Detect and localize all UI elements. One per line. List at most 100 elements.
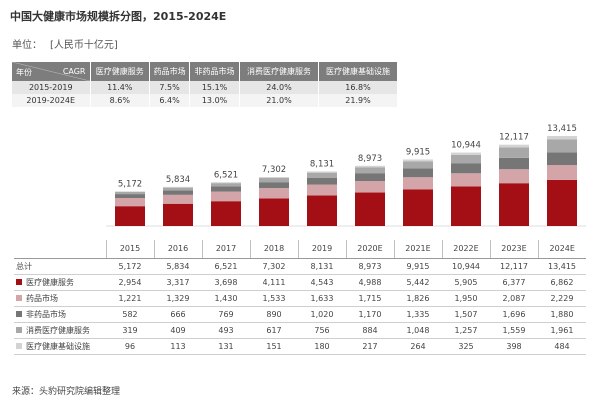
chart-title: 中国大健康市场规模拆分图，2015-2024E bbox=[10, 10, 227, 23]
series-cell: 5,905 bbox=[442, 274, 490, 291]
bar-segment bbox=[547, 165, 577, 180]
year-cell: 2015 bbox=[105, 240, 154, 259]
bar-segment bbox=[307, 171, 337, 173]
cagr-header-cell: 消费医疗健康服务 bbox=[239, 62, 319, 81]
bar-segment bbox=[259, 178, 289, 183]
series-label: 医疗健康服务 bbox=[14, 274, 106, 291]
cagr-header-cell: 药品市场 bbox=[149, 62, 191, 81]
bar-segment bbox=[403, 177, 433, 190]
series-row: 医疗健康服务 2,954 3,317 3,698 4,111 4,543 4,988 5,44… bbox=[14, 274, 586, 291]
cagr-cell: 8.6% bbox=[90, 94, 151, 107]
series-label: 消费医疗健康服务 bbox=[14, 322, 106, 339]
series-cell: 1,257 bbox=[442, 322, 490, 339]
year-row-label bbox=[14, 240, 106, 259]
total-label: 总计 bbox=[14, 258, 106, 275]
cagr-header-cell: 医疗健康服务 bbox=[90, 62, 151, 81]
stacked-bar-chart: 5,172 5,834 6,521 7,302 8,131 8,973 9,915 10,94… bbox=[106, 124, 586, 227]
series-label: 非药品市场 bbox=[14, 306, 106, 323]
series-cell: 1,633 bbox=[298, 290, 346, 307]
total-cell: 5,172 bbox=[106, 258, 154, 275]
bar-segment bbox=[547, 179, 577, 226]
bar-segment bbox=[355, 167, 385, 174]
bar-total-label: 8,973 bbox=[358, 154, 382, 164]
series-cell: 131 bbox=[202, 338, 250, 355]
bar-segment bbox=[211, 201, 241, 226]
series-cell: 1,329 bbox=[154, 290, 202, 307]
bar-segment bbox=[307, 172, 337, 178]
series-cell: 1,335 bbox=[394, 306, 442, 323]
bar-segment bbox=[451, 173, 481, 187]
series-cell: 493 bbox=[202, 322, 250, 339]
series-cell: 1,048 bbox=[394, 322, 442, 339]
series-row: 药品市场 1,221 1,329 1,430 1,533 1,633 1,715 1,826 1… bbox=[14, 290, 586, 307]
bar-total-label: 9,915 bbox=[406, 147, 430, 157]
cagr-header-cell: 非药品市场 bbox=[189, 62, 240, 81]
series-cell: 264 bbox=[394, 338, 442, 355]
total-row: 总计 5,172 5,834 6,521 7,302 8,131 8,973 9,915 10,… bbox=[14, 258, 586, 275]
series-row: 消费医疗健康服务 319 409 493 617 756 884 1,048 1,257 1,55… bbox=[14, 322, 586, 339]
series-cell: 756 bbox=[298, 322, 346, 339]
bar-segment bbox=[403, 159, 433, 162]
cagr-corner-left: 年份 bbox=[16, 68, 32, 77]
total-cell: 12,117 bbox=[490, 258, 538, 275]
unit-prefix: 单位： bbox=[12, 40, 42, 51]
series-cell: 1,826 bbox=[394, 290, 442, 307]
series-cell: 325 bbox=[442, 338, 490, 355]
cagr-corner-right: CAGR bbox=[62, 67, 86, 76]
unit-label: 单位： [人民币十亿元] bbox=[12, 36, 126, 51]
bar-segment bbox=[547, 139, 577, 153]
bar-segment bbox=[259, 198, 289, 226]
cagr-cell: 13.0% bbox=[189, 94, 240, 107]
series-cell: 1,507 bbox=[442, 306, 490, 323]
bar-segment bbox=[403, 168, 433, 178]
series-cell: 2,954 bbox=[106, 274, 154, 291]
series-cell: 884 bbox=[346, 322, 394, 339]
legend-swatch bbox=[16, 279, 22, 285]
cagr-cell: 11.4% bbox=[90, 81, 151, 94]
series-cell: 4,543 bbox=[298, 274, 346, 291]
series-cell: 1,533 bbox=[250, 290, 298, 307]
cagr-period: 2015-2019 bbox=[12, 81, 91, 94]
series-cell: 3,698 bbox=[202, 274, 250, 291]
bar-segment bbox=[499, 157, 529, 170]
cagr-corner: 年份 CAGR bbox=[12, 62, 91, 81]
series-cell: 5,442 bbox=[394, 274, 442, 291]
bar-segment bbox=[451, 154, 481, 164]
year-cell: 2016 bbox=[153, 240, 202, 259]
series-label: 药品市场 bbox=[14, 290, 106, 307]
legend-swatch bbox=[16, 343, 22, 349]
series-cell: 180 bbox=[298, 338, 346, 355]
bar-segment bbox=[211, 183, 241, 187]
series-cell: 6,862 bbox=[538, 274, 586, 291]
unit-value: [人民币十亿元] bbox=[50, 40, 118, 51]
bar-segment bbox=[163, 186, 193, 188]
bar-segment bbox=[115, 191, 145, 195]
total-cell: 5,834 bbox=[154, 258, 202, 275]
cagr-row: 2019-2024E 8.6% 6.4% 13.0% 21.0% 21.9% bbox=[12, 94, 399, 107]
series-cell: 398 bbox=[490, 338, 538, 355]
bar-segment bbox=[547, 135, 577, 140]
year-cell: 2020E bbox=[345, 240, 394, 259]
cagr-corner-diagonal bbox=[12, 62, 90, 81]
series-cell: 1,559 bbox=[490, 322, 538, 339]
bar-total-label: 10,944 bbox=[451, 141, 481, 151]
legend-swatch bbox=[16, 311, 22, 317]
source-note: 来源：头豹研究院编辑整理 bbox=[12, 387, 121, 397]
series-cell: 2,229 bbox=[538, 290, 586, 307]
bar-segment bbox=[547, 152, 577, 166]
cagr-cell: 21.0% bbox=[239, 94, 319, 107]
cagr-header-cell: 医疗健康基础设施 bbox=[318, 62, 399, 81]
year-cell: 2018 bbox=[249, 240, 298, 259]
total-cell: 6,521 bbox=[202, 258, 250, 275]
bar-segment bbox=[499, 147, 529, 158]
cagr-table: 年份 CAGR 医疗健康服务 药品市场 非药品市场 消费医疗健康服务 医疗健康基… bbox=[12, 62, 399, 107]
bar-segment bbox=[451, 186, 481, 226]
bar-total-label: 8,131 bbox=[310, 159, 334, 169]
bar-segment bbox=[211, 191, 241, 202]
total-cell: 10,944 bbox=[442, 258, 490, 275]
series-cell: 1,170 bbox=[346, 306, 394, 323]
bar-segment bbox=[115, 206, 145, 226]
cagr-cell: 15.1% bbox=[189, 81, 240, 94]
bar-segment bbox=[307, 177, 337, 185]
cagr-period: 2019-2024E bbox=[12, 94, 91, 107]
